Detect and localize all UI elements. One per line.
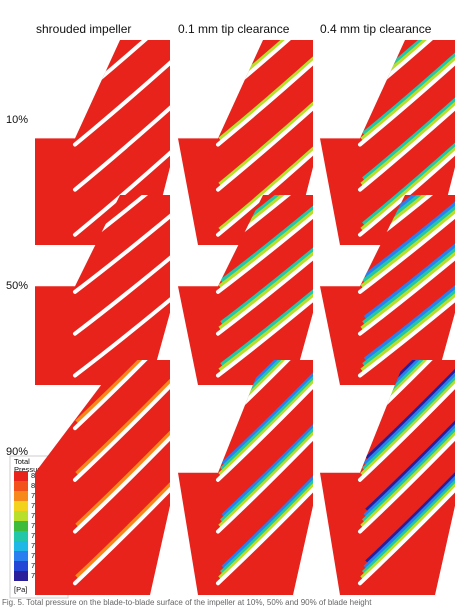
blade xyxy=(216,251,313,336)
blade xyxy=(216,379,313,482)
pressure-band xyxy=(360,374,455,477)
legend-title: Total xyxy=(14,457,30,466)
pressure-band xyxy=(75,360,170,424)
legend-swatch xyxy=(14,531,28,541)
blade xyxy=(358,56,455,147)
pressure-band xyxy=(360,288,455,373)
blade xyxy=(216,101,313,192)
blade xyxy=(216,56,313,147)
pressure-band xyxy=(362,283,455,368)
row-label: 10% xyxy=(6,114,28,126)
pressure-band xyxy=(75,425,170,528)
blade xyxy=(358,293,455,378)
pressure-band xyxy=(218,288,313,373)
pressure-band xyxy=(362,241,455,327)
blade xyxy=(216,293,313,378)
pressure-band xyxy=(360,51,455,142)
blade xyxy=(73,379,170,482)
blade xyxy=(358,430,455,534)
legend-swatch xyxy=(14,521,28,531)
pressure-band xyxy=(362,199,455,285)
pressure-band xyxy=(75,373,170,476)
blade xyxy=(73,482,170,586)
blade xyxy=(73,146,170,237)
legend-swatch xyxy=(14,571,28,581)
pressure-band xyxy=(218,477,313,581)
blade xyxy=(358,482,455,586)
pressure-band xyxy=(360,246,455,331)
legend-unit: [Pa] xyxy=(14,585,27,594)
blade xyxy=(73,101,170,192)
blade xyxy=(73,430,170,534)
legend-swatch xyxy=(14,511,28,521)
legend-swatch xyxy=(14,481,28,491)
pressure-band xyxy=(218,426,313,529)
blade xyxy=(358,101,455,192)
caption: Fig. 5. Total pressure on the blade-to-b… xyxy=(2,598,372,607)
pressure-band xyxy=(360,205,455,289)
row-label: 50% xyxy=(6,280,28,292)
blade xyxy=(358,210,455,294)
pressure-band xyxy=(218,246,313,331)
column-header: 0.4 mm tip clearance xyxy=(320,22,432,36)
pressure-band xyxy=(218,205,313,289)
blade xyxy=(73,360,170,431)
legend-swatch xyxy=(14,561,28,571)
row-label: 90% xyxy=(6,446,28,458)
legend-swatch xyxy=(14,541,28,551)
blade xyxy=(216,146,313,237)
legend-title: Pressure xyxy=(14,465,44,474)
contour-panel xyxy=(35,360,170,595)
blade xyxy=(358,251,455,336)
pressure-band xyxy=(220,199,313,285)
blade xyxy=(73,251,170,336)
blade xyxy=(73,293,170,378)
pressure-band xyxy=(218,374,313,477)
legend-swatch xyxy=(14,501,28,511)
pressure-band xyxy=(360,426,455,529)
column-header: 0.1 mm tip clearance xyxy=(178,22,290,36)
blade xyxy=(216,430,313,534)
pressure-band xyxy=(360,96,455,187)
pressure-band xyxy=(360,141,455,232)
blade xyxy=(358,146,455,237)
pressure-band xyxy=(218,51,313,142)
legend-swatch xyxy=(14,551,28,561)
blade xyxy=(216,210,313,294)
legend-swatch xyxy=(14,491,28,501)
blade xyxy=(73,210,170,294)
blade xyxy=(358,379,455,482)
pressure-band xyxy=(220,283,313,368)
pressure-band xyxy=(218,96,313,187)
pressure-band xyxy=(218,141,313,232)
pressure-band xyxy=(220,241,313,327)
pressure-band xyxy=(75,476,170,580)
column-header: shrouded impeller xyxy=(36,22,131,36)
blade xyxy=(216,482,313,586)
legend-swatch xyxy=(14,471,28,481)
pressure-band xyxy=(360,477,455,581)
blade xyxy=(73,56,170,147)
